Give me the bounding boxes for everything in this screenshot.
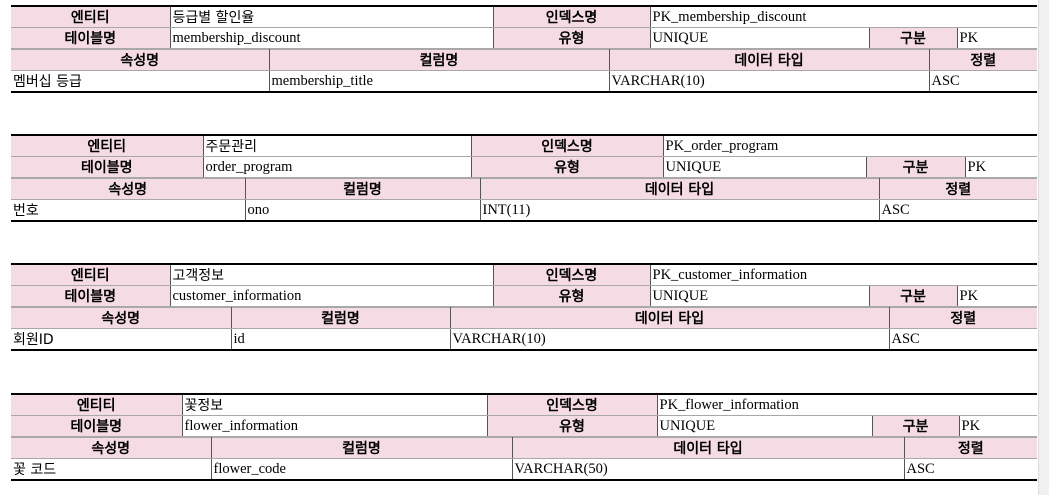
table-name-value: membership_discount [169, 27, 494, 49]
data-type-header: 데이터 타입 [608, 49, 930, 71]
sort-cell: ASC [928, 70, 1037, 93]
data-type-header: 데이터 타입 [479, 178, 880, 200]
type-label: 유형 [486, 415, 658, 437]
sort-cell: ASC [888, 328, 1037, 351]
attribute-name-header: 속성명 [11, 437, 212, 459]
attribute-cell: 회원ID [11, 328, 232, 351]
division-value: PK [956, 27, 1038, 49]
table-name-value: order_program [202, 156, 472, 178]
entity-label: 엔티티 [11, 393, 183, 416]
division-label: 구분 [868, 285, 958, 307]
column-name-header: 컬럼명 [230, 307, 451, 329]
column-name-header: 컬럼명 [244, 178, 481, 200]
entity-value: 꽃정보 [181, 393, 488, 416]
index-header-table: 엔티티 주문관리 인덱스명 PK_order_program 테이블명 orde… [11, 134, 1038, 178]
column-cell: id [230, 328, 451, 351]
type-value: UNIQUE [662, 156, 867, 178]
attribute-cell: 번호 [11, 199, 246, 222]
index-name-value: PK_membership_discount [649, 5, 1038, 28]
column-name-header: 컬럼명 [268, 49, 610, 71]
attribute-name-header: 속성명 [11, 307, 232, 329]
sort-header: 정렬 [888, 307, 1037, 329]
attribute-cell: 멤버십 등급 [11, 70, 270, 93]
data-type-cell: VARCHAR(50) [511, 458, 905, 481]
type-label: 유형 [470, 156, 664, 178]
type-value: UNIQUE [649, 285, 870, 307]
sort-header: 정렬 [903, 437, 1037, 459]
data-type-header: 데이터 타입 [511, 437, 905, 459]
index-name-label: 인덱스명 [492, 5, 651, 28]
column-cell: flower_code [210, 458, 513, 481]
sort-cell: ASC [903, 458, 1037, 481]
table-name-value: customer_information [169, 285, 494, 307]
division-value: PK [956, 285, 1038, 307]
division-value: PK [964, 156, 1038, 178]
index-table-4: 엔티티 꽃정보 인덱스명 PK_flower_information 테이블명 … [11, 393, 1038, 481]
index-name-value: PK_order_program [662, 134, 1038, 157]
sort-header: 정렬 [878, 178, 1037, 200]
index-name-label: 인덱스명 [470, 134, 664, 157]
sort-cell: ASC [878, 199, 1037, 222]
column-table: 속성명 컬럼명 데이터 타입 정렬 꽃 코드 flower_code VARCH… [11, 437, 1037, 481]
data-type-cell: INT(11) [479, 199, 880, 222]
attribute-name-header: 속성명 [11, 178, 246, 200]
column-cell: membership_title [268, 70, 610, 93]
type-value: UNIQUE [649, 27, 870, 49]
division-label: 구분 [868, 27, 958, 49]
division-value: PK [958, 415, 1038, 437]
division-label: 구분 [871, 415, 960, 437]
column-table: 속성명 컬럼명 데이터 타입 정렬 번호 ono INT(11) ASC [11, 178, 1037, 222]
scrollbar-track[interactable] [1038, 0, 1049, 495]
column-cell: ono [244, 199, 481, 222]
entity-value: 등급별 할인율 [169, 5, 494, 28]
index-name-value: PK_customer_information [649, 263, 1038, 286]
type-label: 유형 [492, 285, 651, 307]
index-table-3: 엔티티 고객정보 인덱스명 PK_customer_information 테이… [11, 263, 1038, 351]
index-header-table: 엔티티 등급별 할인율 인덱스명 PK_membership_discount … [11, 5, 1038, 49]
table-name-label: 테이블명 [11, 285, 171, 307]
table-name-label: 테이블명 [11, 415, 183, 437]
attribute-cell: 꽃 코드 [11, 458, 212, 481]
sort-header: 정렬 [928, 49, 1037, 71]
entity-label: 엔티티 [11, 5, 171, 28]
index-header-table: 엔티티 꽃정보 인덱스명 PK_flower_information 테이블명 … [11, 393, 1038, 437]
table-name-label: 테이블명 [11, 27, 171, 49]
index-table-2: 엔티티 주문관리 인덱스명 PK_order_program 테이블명 orde… [11, 134, 1038, 222]
division-label: 구분 [865, 156, 966, 178]
entity-value: 주문관리 [202, 134, 472, 157]
table-name-label: 테이블명 [11, 156, 204, 178]
attribute-name-header: 속성명 [11, 49, 270, 71]
data-type-header: 데이터 타입 [449, 307, 890, 329]
entity-label: 엔티티 [11, 134, 204, 157]
index-name-label: 인덱스명 [492, 263, 651, 286]
entity-value: 고객정보 [169, 263, 494, 286]
index-table-1: 엔티티 등급별 할인율 인덱스명 PK_membership_discount … [11, 5, 1038, 93]
data-type-cell: VARCHAR(10) [608, 70, 930, 93]
table-name-value: flower_information [181, 415, 488, 437]
entity-label: 엔티티 [11, 263, 171, 286]
data-type-cell: VARCHAR(10) [449, 328, 890, 351]
index-name-value: PK_flower_information [656, 393, 1038, 416]
column-table: 속성명 컬럼명 데이터 타입 정렬 멤버십 등급 membership_titl… [11, 49, 1037, 93]
column-table: 속성명 컬럼명 데이터 타입 정렬 회원ID id VARCHAR(10) AS… [11, 307, 1037, 351]
index-header-table: 엔티티 고객정보 인덱스명 PK_customer_information 테이… [11, 263, 1038, 307]
type-label: 유형 [492, 27, 651, 49]
index-name-label: 인덱스명 [486, 393, 658, 416]
type-value: UNIQUE [656, 415, 873, 437]
column-name-header: 컬럼명 [210, 437, 513, 459]
